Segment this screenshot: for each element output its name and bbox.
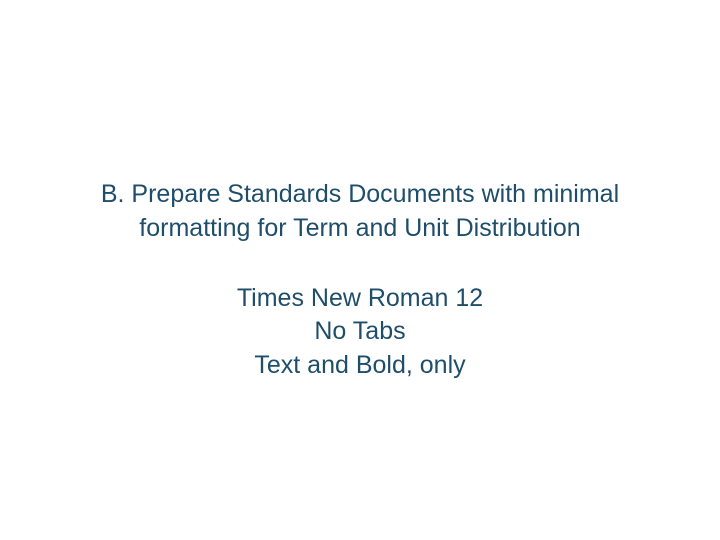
heading-line-2: formatting for Term and Unit Distributio… [56,212,664,246]
slide-content: B. Prepare Standards Documents with mini… [0,178,720,383]
detail-block: Times New Roman 12 No Tabs Text and Bold… [0,282,720,383]
heading-line-1: B. Prepare Standards Documents with mini… [56,178,664,212]
detail-line-2: No Tabs [0,315,720,349]
heading-block: B. Prepare Standards Documents with mini… [0,178,720,246]
detail-line-3: Text and Bold, only [0,349,720,383]
detail-line-1: Times New Roman 12 [0,282,720,316]
